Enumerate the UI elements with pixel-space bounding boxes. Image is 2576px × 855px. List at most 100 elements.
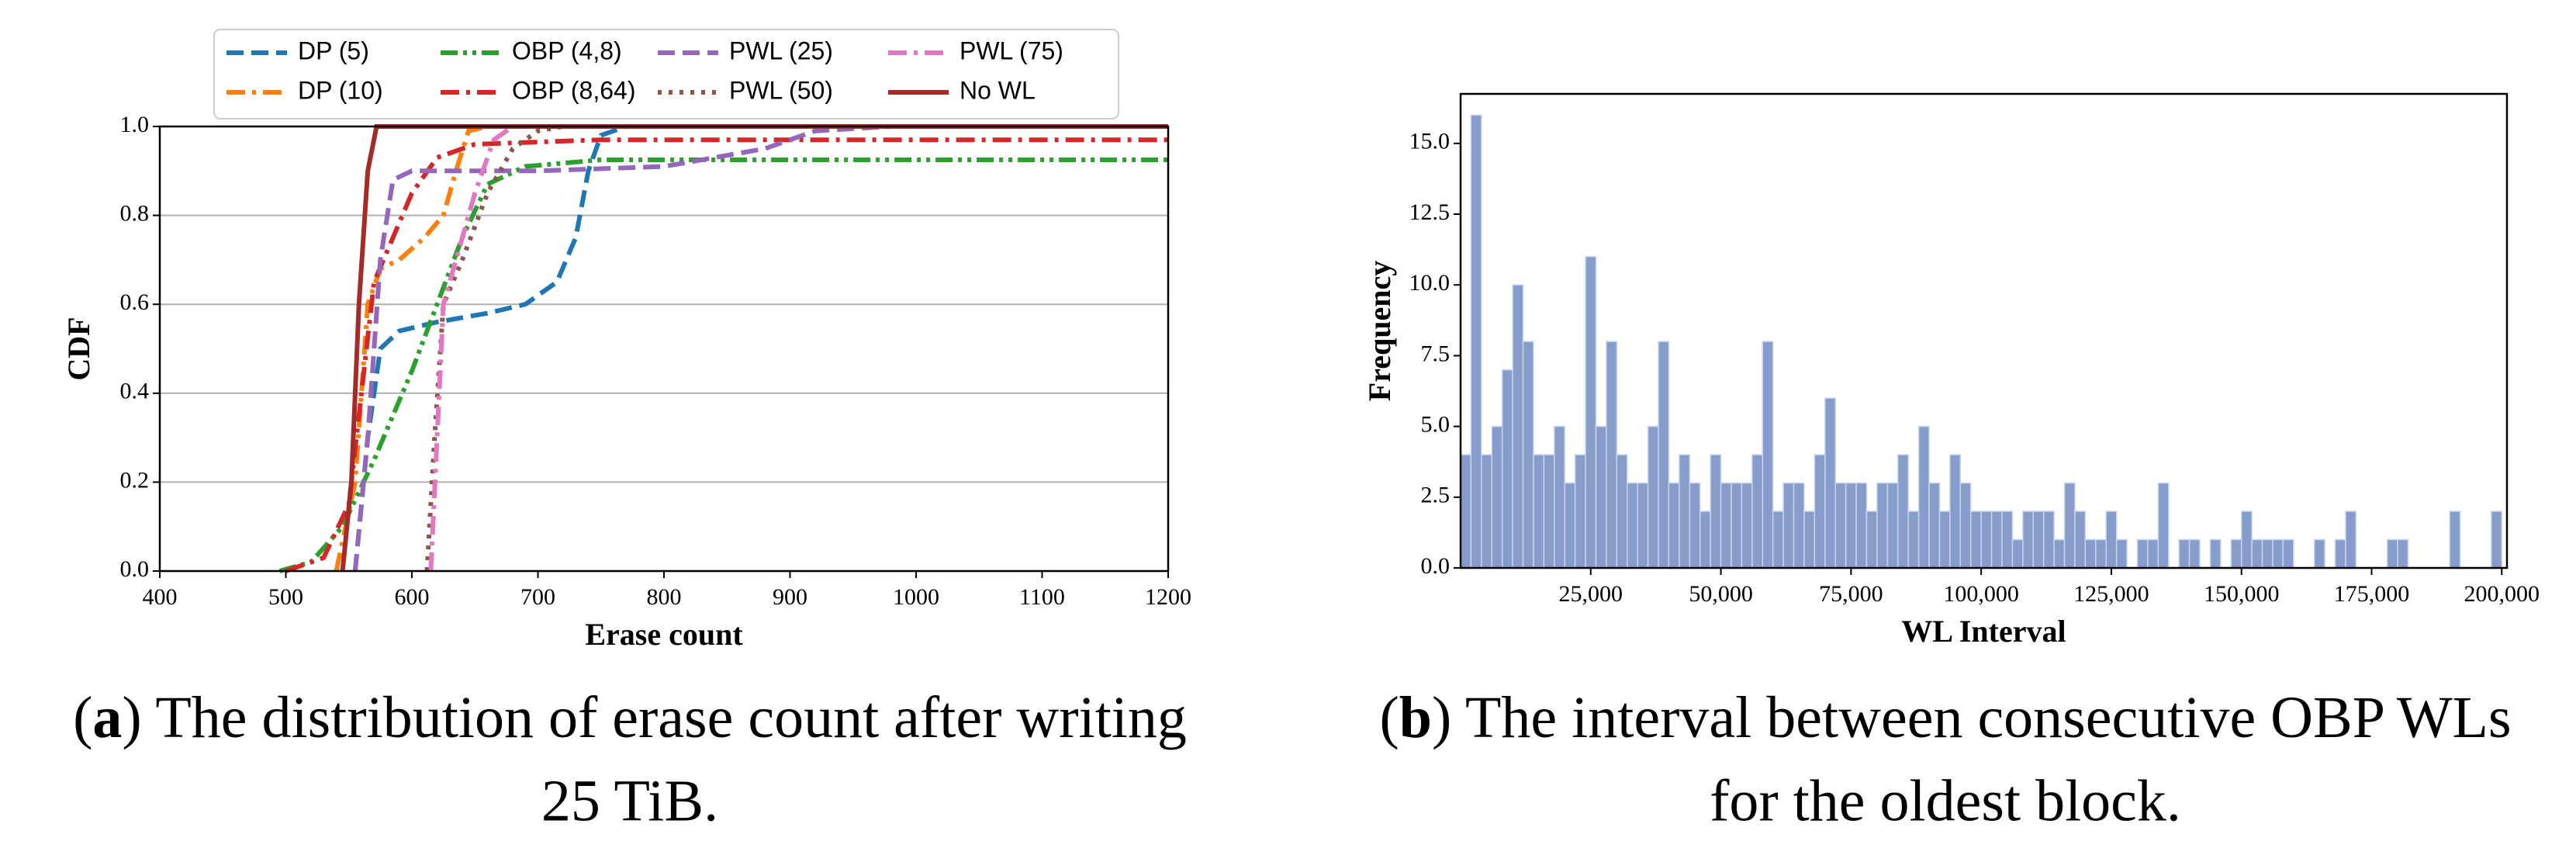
x-tick-label: 800 (647, 584, 682, 610)
hist-bar (1460, 454, 1472, 569)
hist-bar (2136, 538, 2149, 569)
hist-bar (2001, 511, 2014, 569)
hist-bar (2105, 511, 2118, 569)
hist-bar (1886, 482, 1899, 569)
hist-bar (2397, 538, 2409, 569)
hist-bar (2209, 538, 2222, 569)
hist-bar (1679, 454, 1691, 569)
hist-bar (2095, 538, 2107, 569)
x-tick-label: 600 (395, 584, 430, 610)
hist-bar (1917, 425, 1930, 569)
hist-bar (1585, 255, 1597, 569)
hist-bar (1834, 482, 1847, 569)
hist-bar (1481, 454, 1493, 569)
cdf-line (424, 124, 1168, 572)
caption-part: ) The distribution of erase count after … (122, 685, 1187, 750)
caption-line: (b) The interval between consecutive OBP… (1379, 685, 2511, 750)
caption-line: 25 TiB. (541, 768, 718, 833)
y-tick-label: 0.0 (120, 556, 150, 582)
y-tick-label: 15.0 (1409, 129, 1451, 154)
hist-bar (1959, 482, 1972, 569)
hist-bar (1512, 284, 1524, 569)
hist-bar (1751, 454, 1764, 569)
hist-bar (1720, 482, 1732, 569)
hist-bar (1731, 482, 1743, 569)
hist-bar (1689, 482, 1701, 569)
hist-bar (1616, 454, 1628, 569)
hist-bar (2334, 538, 2346, 569)
hist-bar (1741, 482, 1753, 569)
legend-label: PWL (25) (729, 36, 833, 64)
hist-bar (2074, 511, 2087, 569)
hist-bar (1814, 454, 1826, 569)
hist-bar (1772, 511, 1784, 569)
hist-bar (1865, 511, 1878, 569)
legend-label: OBP (8,64) (512, 76, 635, 104)
hist-bar (1928, 482, 1941, 569)
x-tick-label: 400 (143, 584, 178, 610)
hist-bar (1969, 511, 1982, 569)
x-tick-label: 1000 (893, 584, 939, 610)
x-tick-label: 150,000 (2204, 581, 2280, 607)
cdf-line (428, 124, 1168, 572)
x-tick-label: 25,000 (1559, 581, 1623, 607)
x-tick-label: 50,000 (1689, 581, 1753, 607)
legend-label: PWL (50) (729, 76, 833, 104)
legend-label: OBP (4,8) (512, 36, 622, 64)
x-tick-label: 175,000 (2334, 581, 2410, 607)
cdf-line (352, 124, 1168, 572)
y-tick-label: 2.5 (1421, 483, 1451, 508)
hist-bar (1668, 482, 1680, 569)
hist-bar (2345, 511, 2357, 569)
hist-bar (2053, 538, 2066, 569)
hist-bar (1699, 511, 1711, 569)
legend-label: DP (5) (298, 36, 369, 64)
hist-bar (1501, 369, 1513, 569)
plot-frame (1459, 92, 2509, 569)
hist-bar (1470, 114, 1482, 569)
hist-bar (2491, 511, 2503, 569)
hist-bar (2313, 538, 2325, 569)
hist-bar (2178, 538, 2190, 569)
hist-bar (2188, 538, 2201, 569)
hist-bar (1907, 511, 1920, 569)
hist-bar (1876, 482, 1889, 569)
y-tick-label: 0.0 (1421, 553, 1451, 579)
x-tick-label: 125,000 (2073, 581, 2149, 607)
y-tick-label: 5.0 (1421, 412, 1451, 438)
y-tick-label: 0.8 (120, 200, 150, 226)
hist-bar (1793, 482, 1805, 569)
caption-part: a (92, 685, 122, 750)
hist-bar (1637, 482, 1649, 569)
cdf-line (340, 124, 1168, 572)
hist-bar (1938, 511, 1951, 569)
hist-bar (2157, 482, 2170, 569)
hist-bar (1845, 482, 1857, 569)
hist-bar (2115, 538, 2128, 569)
y-tick-label: 1.0 (120, 112, 150, 137)
hist-bar (1606, 341, 1618, 569)
x-tick-label: 500 (268, 584, 303, 610)
hist-bar (2022, 511, 2035, 569)
hist-bar (1627, 482, 1638, 569)
cdf-line (285, 137, 1168, 573)
hist-bar (2251, 538, 2263, 569)
hist-bar (1824, 397, 1836, 569)
x-tick-label: 700 (520, 584, 555, 610)
x-tick-label: 1200 (1145, 584, 1191, 610)
y-tick-label: 0.6 (120, 289, 150, 315)
hist-bar (1543, 454, 1555, 569)
hist-bar (2282, 538, 2294, 569)
x-tick-label: 200,000 (2464, 581, 2540, 607)
y-tick-label: 10.0 (1409, 270, 1451, 296)
y-tick-label: 0.2 (120, 467, 150, 493)
hist-bar (2063, 482, 2076, 569)
caption-line: (a) The distribution of erase count afte… (73, 685, 1187, 750)
x-tick-label: 75,000 (1819, 581, 1883, 607)
hist-bar (2449, 511, 2461, 569)
hist-bar (2042, 511, 2055, 569)
hist-bar (2084, 538, 2097, 569)
caption-part: b (1399, 685, 1432, 750)
hist-bar (1595, 425, 1607, 569)
